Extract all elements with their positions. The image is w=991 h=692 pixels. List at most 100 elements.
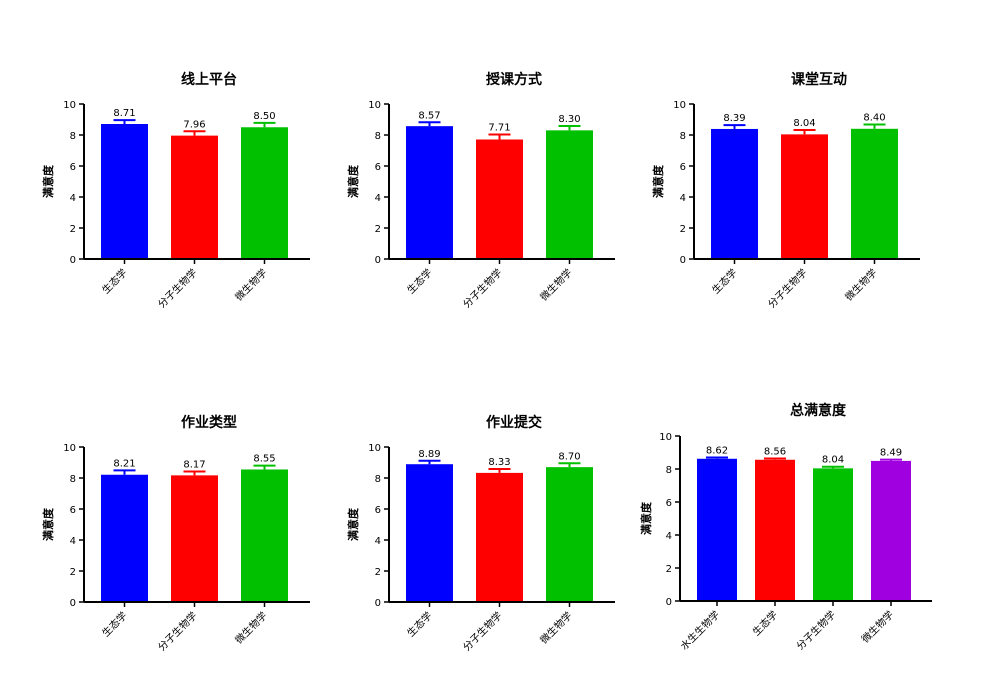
value-label: 8.21 — [113, 458, 135, 469]
bar — [476, 472, 523, 602]
y-tick-label: 0 — [70, 598, 76, 609]
x-tick-label: 分子生物学 — [460, 266, 505, 311]
error-bar — [863, 123, 886, 129]
bar — [171, 135, 218, 259]
y-tick-label: 4 — [70, 536, 76, 547]
x-tick-label: 分子生物学 — [460, 609, 505, 654]
bar — [171, 475, 218, 602]
bar — [406, 464, 453, 602]
y-tick-label: 0 — [375, 255, 381, 266]
y-tick-label: 0 — [70, 255, 76, 266]
error-bar — [113, 119, 136, 124]
y-tick-label: 10 — [368, 100, 381, 111]
x-tick-label: 分子生物学 — [765, 266, 810, 311]
y-axis-label: 满意度 — [41, 164, 55, 198]
value-label: 8.30 — [558, 114, 580, 125]
y-tick-label: 4 — [375, 193, 381, 204]
bar — [871, 460, 911, 601]
error-bar — [793, 129, 816, 135]
y-tick-label: 8 — [375, 474, 381, 485]
chart-title: 课堂互动 — [791, 71, 847, 88]
error-bar — [183, 470, 206, 476]
y-tick-label: 2 — [375, 224, 381, 235]
error-bar — [183, 130, 206, 136]
x-tick-label: 水生生物学 — [678, 608, 723, 653]
value-label: 8.62 — [706, 445, 728, 456]
error-bar — [488, 133, 511, 140]
value-label: 8.39 — [723, 113, 745, 124]
bar — [101, 474, 148, 602]
value-label: 8.89 — [418, 449, 440, 460]
error-bar — [723, 124, 746, 129]
error-bar — [253, 121, 276, 128]
value-label: 8.71 — [113, 108, 135, 119]
y-tick-label: 2 — [70, 567, 76, 578]
x-tick-label: 微生物学 — [842, 266, 879, 303]
value-label: 8.56 — [764, 446, 786, 457]
x-tick-label: 微生物学 — [537, 609, 574, 646]
x-tick-label: 微生物学 — [232, 609, 269, 646]
bar — [546, 467, 593, 602]
value-label: 8.55 — [253, 454, 275, 465]
x-tick-label: 微生物学 — [537, 266, 574, 303]
value-label: 8.40 — [863, 112, 885, 123]
y-tick-label: 4 — [375, 536, 381, 547]
value-label: 7.96 — [183, 119, 205, 130]
chart-title: 线上平台 — [181, 71, 237, 88]
error-bar — [822, 465, 844, 469]
value-label: 8.33 — [488, 457, 510, 468]
x-tick-label: 分子生物学 — [155, 266, 200, 311]
y-tick-label: 6 — [70, 162, 76, 173]
y-tick-label: 0 — [680, 255, 686, 266]
y-tick-label: 6 — [666, 498, 672, 509]
y-tick-label: 6 — [375, 162, 381, 173]
value-label: 8.70 — [558, 451, 580, 462]
y-axis-label: 满意度 — [346, 164, 360, 198]
y-tick-label: 10 — [368, 443, 381, 454]
x-tick-label: 生态学 — [750, 608, 780, 638]
x-tick-label: 生态学 — [99, 266, 129, 296]
y-tick-label: 4 — [680, 193, 686, 204]
value-label: 8.49 — [880, 448, 902, 459]
y-tick-label: 8 — [666, 465, 672, 476]
y-tick-label: 6 — [375, 505, 381, 516]
bar — [851, 128, 898, 259]
x-tick-label: 生态学 — [404, 266, 434, 296]
y-tick-label: 2 — [375, 567, 381, 578]
y-tick-label: 4 — [666, 531, 672, 542]
bar — [241, 127, 288, 259]
bar — [697, 458, 737, 601]
x-tick-label: 生态学 — [404, 609, 434, 639]
bar — [813, 468, 853, 601]
error-bar — [706, 456, 728, 459]
x-tick-label: 生态学 — [709, 266, 739, 296]
error-bar — [488, 468, 511, 473]
y-tick-label: 10 — [63, 443, 76, 454]
error-bar — [764, 457, 786, 460]
bar — [476, 139, 523, 259]
y-tick-label: 6 — [680, 162, 686, 173]
value-label: 8.04 — [822, 455, 844, 466]
error-bar — [113, 469, 136, 475]
y-tick-label: 0 — [375, 598, 381, 609]
bar — [546, 130, 593, 259]
y-tick-label: 2 — [70, 224, 76, 235]
value-label: 8.57 — [418, 110, 440, 121]
y-tick-label: 4 — [70, 193, 76, 204]
bar — [781, 134, 828, 259]
chart-title: 总满意度 — [790, 402, 847, 419]
y-tick-label: 8 — [70, 474, 76, 485]
bar — [406, 126, 453, 259]
y-axis-label: 满意度 — [651, 164, 665, 198]
bar — [101, 123, 148, 260]
value-label: 8.50 — [253, 111, 275, 122]
y-tick-label: 2 — [680, 224, 686, 235]
y-tick-label: 8 — [680, 131, 686, 142]
error-bar — [558, 125, 581, 131]
